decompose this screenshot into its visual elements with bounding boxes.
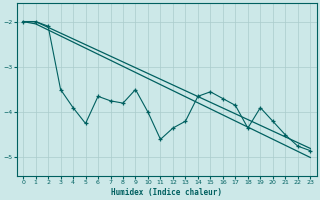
X-axis label: Humidex (Indice chaleur): Humidex (Indice chaleur) <box>111 188 222 197</box>
